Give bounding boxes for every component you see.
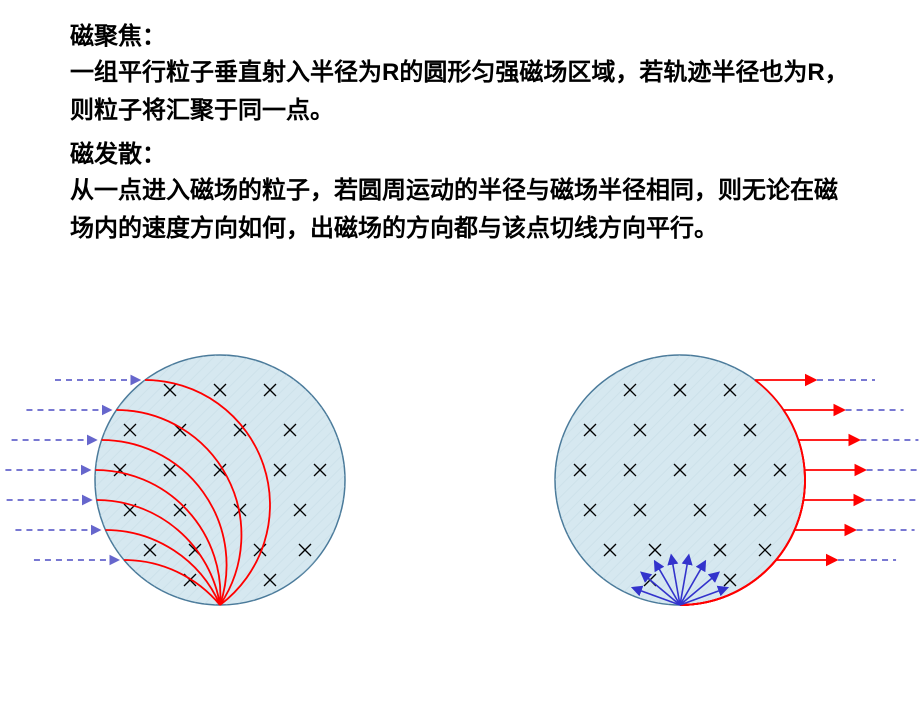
diagrams-svg (0, 310, 920, 710)
heading-focus: 磁聚焦： (70, 18, 166, 56)
focus-diagram (5, 355, 345, 605)
paragraph-focus: 一组平行粒子垂直射入半径为R的圆形匀强磁场区域，若轨迹半径也为R，则粒子将汇聚于… (70, 54, 860, 131)
heading-diverge: 磁发散： (70, 136, 166, 174)
diverge-diagram (555, 355, 920, 605)
paragraph-diverge: 从一点进入磁场的粒子，若圆周运动的半径与磁场半径相同，则无论在磁场内的速度方向如… (70, 172, 860, 249)
